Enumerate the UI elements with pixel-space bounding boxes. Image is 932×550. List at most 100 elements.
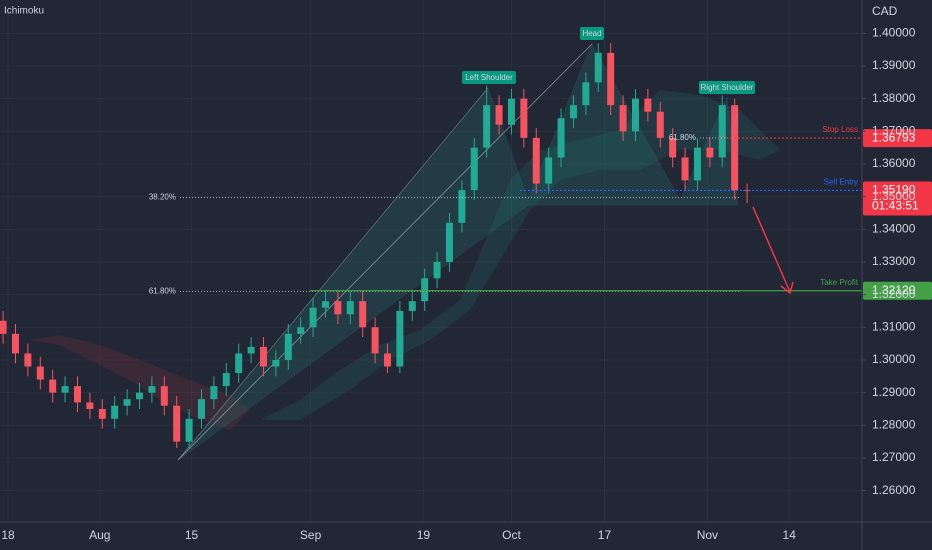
candle-body [743, 190, 751, 192]
candle-body [222, 373, 230, 387]
price-label: 1.32120 [872, 283, 916, 297]
candle-body [73, 386, 81, 403]
arrow [752, 206, 791, 293]
countdown: 01:43:51 [872, 199, 919, 213]
pattern-label: Head [582, 29, 601, 38]
candle-body [619, 105, 627, 132]
candle-body [470, 147, 478, 191]
candle-body [532, 137, 540, 184]
candle-body [693, 147, 701, 181]
fib-label: 61.80% [669, 133, 696, 142]
candle-body [123, 399, 131, 406]
x-tick-label: 15 [185, 528, 199, 542]
y-tick-label: 1.34000 [872, 221, 916, 235]
candle-body [495, 105, 503, 125]
level-name: Take Profit [820, 278, 859, 287]
candle-body [334, 301, 342, 315]
candle-body [309, 307, 317, 328]
y-tick-label: 1.35000 [872, 189, 916, 203]
candle-body [36, 366, 44, 380]
price-label-box [863, 281, 932, 300]
candle-body [383, 353, 391, 367]
label-box [699, 81, 755, 94]
levels: 38.20% 61.80% 61.80% Stop Loss 1.36793 Sell E… [149, 125, 932, 300]
ichimoku-cloud [260, 90, 780, 420]
candle-body [631, 98, 639, 132]
candle-body [321, 301, 329, 308]
fib-label: 38.20% [149, 193, 176, 202]
indicator-name: Ichimoku [4, 6, 44, 17]
candle-body [458, 190, 466, 223]
candle-body [49, 379, 57, 393]
candle-body [359, 301, 367, 328]
x-tick-label: 19 [417, 528, 431, 542]
candle-body [706, 147, 714, 158]
candle-body [507, 98, 515, 125]
candle-body [185, 418, 193, 442]
price-label: 1.35190 [872, 183, 916, 197]
y-tick-label: 1.31000 [872, 319, 916, 333]
y-tick-label: 1.30000 [872, 352, 916, 366]
candle-body [396, 310, 404, 367]
fib-label: 61.80% [149, 286, 176, 295]
candle-body [11, 333, 19, 354]
y-tick-label: 1.40000 [872, 25, 916, 39]
candle-body [61, 386, 69, 393]
candle-body [681, 157, 689, 181]
candle-body [24, 353, 32, 367]
grid [0, 0, 862, 522]
candle-body [173, 405, 181, 442]
ichimoku-cloud [30, 335, 250, 430]
candle-body [371, 327, 379, 354]
x-tick-label: Aug [89, 528, 110, 542]
x-tick-label: Oct [502, 528, 521, 542]
head-shoulders-pattern [177, 42, 739, 461]
level-name: Stop Loss [822, 125, 858, 134]
candle-body [545, 157, 553, 184]
candle-body [259, 346, 267, 367]
arrow-head [780, 281, 794, 295]
y-tick-label: 1.36000 [872, 156, 916, 170]
label-box [462, 71, 516, 84]
candle-body [284, 333, 292, 360]
x-tick-label: 18 [1, 528, 15, 542]
y-tick-label: 1.26000 [872, 483, 916, 497]
y-tick-label: 1.32000 [872, 287, 916, 301]
candle-body [656, 111, 664, 138]
candle-body [135, 392, 143, 400]
y-tick-label: 1.28000 [872, 417, 916, 431]
candle-body [247, 346, 255, 354]
candle-body [0, 320, 7, 334]
candle-body [148, 386, 156, 393]
level-name: Sell Entry [824, 178, 858, 187]
candle-body [445, 222, 453, 262]
price-label-box [863, 181, 932, 216]
y-tick-label: 1.33000 [872, 254, 916, 268]
candle-body [483, 105, 491, 148]
x-tick-label: 14 [783, 528, 797, 542]
candle-body [235, 353, 243, 374]
candle-body [421, 278, 429, 302]
candle-body [731, 105, 739, 191]
candle-body [718, 105, 726, 158]
candle-body [98, 408, 106, 419]
candle-body [569, 105, 577, 119]
currency: CAD [872, 4, 898, 18]
candle-body [297, 327, 305, 334]
x-tick-label: Sep [300, 528, 322, 542]
candle-body [594, 52, 602, 83]
price-label-box [863, 129, 932, 148]
candle-body [272, 359, 280, 367]
candle-body [210, 386, 218, 400]
candle-body [557, 118, 565, 158]
price-label: 1.36793 [872, 130, 916, 144]
y-tick-label: 1.27000 [872, 450, 916, 464]
candle-body [408, 301, 416, 311]
candle-body [582, 82, 590, 106]
y-tick-label: 1.29000 [872, 385, 916, 399]
candle-body [197, 399, 205, 419]
candle-body [607, 52, 615, 106]
candle-body [520, 98, 528, 138]
candle-body [86, 402, 94, 409]
